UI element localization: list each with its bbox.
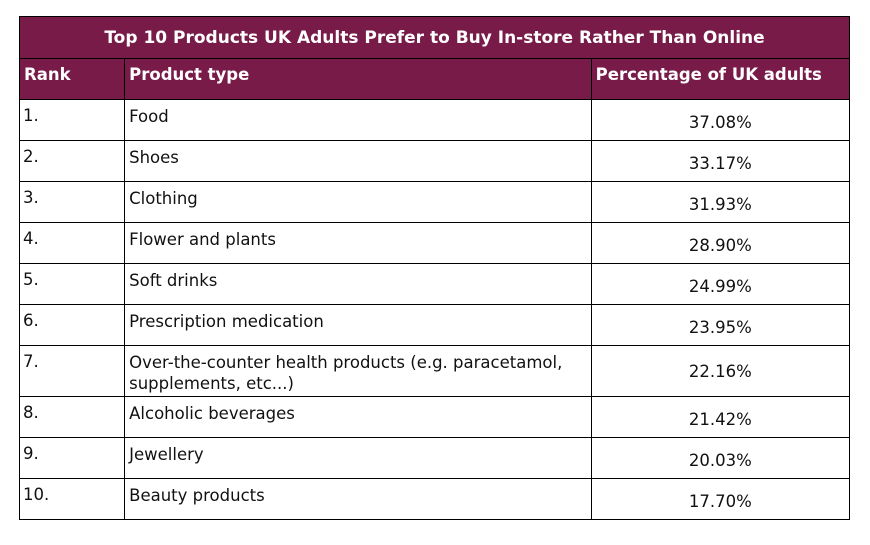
table-row: 7. Over-the-counter health products (e.g…	[18, 345, 851, 397]
product-cell: Prescription medication	[124, 304, 592, 346]
rank-cell: 2.	[18, 140, 126, 182]
table-title: Top 10 Products UK Adults Prefer to Buy …	[19, 16, 850, 59]
table-row: 1. Food 37.08%	[18, 99, 851, 141]
table-row: 4. Flower and plants 28.90%	[18, 222, 851, 264]
rank-cell: 9.	[18, 437, 126, 479]
percentage-cell: 17.70%	[590, 478, 851, 520]
rank-cell: 6.	[18, 304, 126, 346]
product-cell: Soft drinks	[124, 263, 592, 305]
table-row: 6. Prescription medication 23.95%	[18, 304, 851, 346]
product-cell: Beauty products	[124, 478, 592, 520]
rank-cell: 7.	[18, 345, 126, 397]
rank-cell: 4.	[18, 222, 126, 264]
product-cell: Jewellery	[124, 437, 592, 479]
table-row: 3. Clothing 31.93%	[18, 181, 851, 223]
percentage-cell: 31.93%	[590, 181, 851, 223]
percentage-cell: 21.42%	[590, 396, 851, 438]
products-table: Top 10 Products UK Adults Prefer to Buy …	[18, 16, 851, 520]
rank-cell: 8.	[18, 396, 126, 438]
rank-cell: 3.	[18, 181, 126, 223]
rank-cell: 5.	[18, 263, 126, 305]
rank-cell: 1.	[18, 99, 126, 141]
title-row: Top 10 Products UK Adults Prefer to Buy …	[19, 16, 850, 59]
rank-cell: 10.	[18, 478, 126, 520]
table-row: 9. Jewellery 20.03%	[18, 437, 851, 479]
products-table-container: Top 10 Products UK Adults Prefer to Buy …	[18, 16, 851, 520]
product-cell: Food	[124, 99, 592, 141]
product-cell: Shoes	[124, 140, 592, 182]
product-cell: Clothing	[124, 181, 592, 223]
percentage-cell: 22.16%	[590, 345, 851, 397]
percentage-cell: 33.17%	[590, 140, 851, 182]
column-header-rank: Rank	[18, 58, 126, 100]
column-header-percentage: Percentage of UK adults	[590, 58, 851, 100]
percentage-cell: 24.99%	[590, 263, 851, 305]
column-header-product-type: Product type	[124, 58, 592, 100]
table-row: 2. Shoes 33.17%	[18, 140, 851, 182]
product-cell: Flower and plants	[124, 222, 592, 264]
header-row: Rank Product type Percentage of UK adult…	[18, 58, 851, 100]
percentage-cell: 20.03%	[590, 437, 851, 479]
percentage-cell: 28.90%	[590, 222, 851, 264]
percentage-cell: 37.08%	[590, 99, 851, 141]
table-row: 10. Beauty products 17.70%	[18, 478, 851, 520]
product-cell: Alcoholic beverages	[124, 396, 592, 438]
percentage-cell: 23.95%	[590, 304, 851, 346]
product-cell: Over-the-counter health products (e.g. p…	[124, 345, 592, 397]
table-row: 8. Alcoholic beverages 21.42%	[18, 396, 851, 438]
table-row: 5. Soft drinks 24.99%	[18, 263, 851, 305]
